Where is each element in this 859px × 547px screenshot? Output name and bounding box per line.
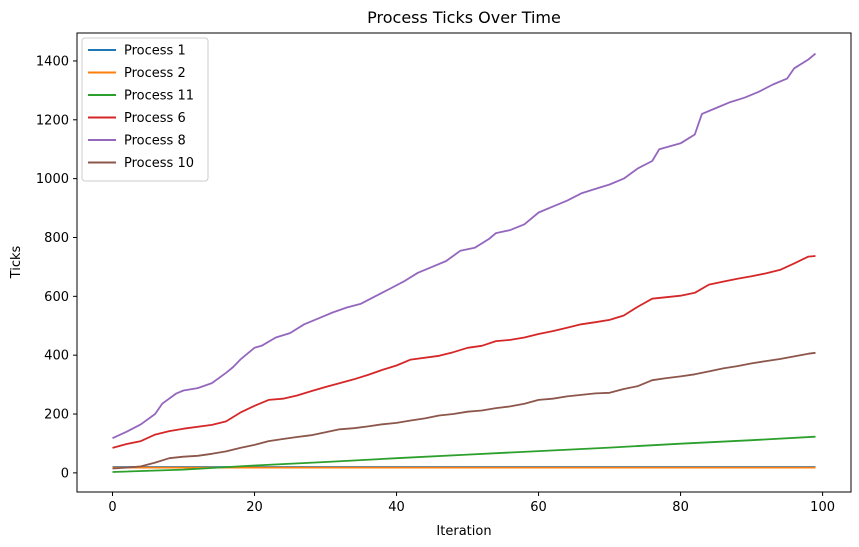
x-axis-title: Iteration: [436, 524, 491, 539]
legend-label: Process 6: [124, 111, 186, 126]
y-tick-label: 1000: [36, 172, 69, 187]
series-line-4: [112, 52, 817, 440]
y-tick-label: 600: [44, 290, 69, 305]
y-tick-label: 0: [61, 466, 69, 481]
x-tick-label: 20: [246, 500, 263, 515]
legend: Process 1 Process 2 Process 11 Process 6 Pro…: [81, 37, 209, 182]
legend-label: Process 1: [124, 44, 186, 59]
legend-label: Process 2: [124, 66, 186, 81]
x-tick-label: 0: [108, 500, 116, 515]
legend-box: [81, 37, 209, 182]
legend-label: Process 8: [124, 134, 186, 149]
series-line-3: [112, 255, 816, 449]
series-line-5: [112, 351, 816, 470]
x-tick-label: 60: [530, 500, 547, 515]
y-tick-label: 400: [44, 349, 69, 364]
legend-label: Process 10: [124, 156, 194, 171]
y-tick-label: 800: [44, 231, 69, 246]
y-tick-label: 1200: [36, 113, 69, 128]
x-tick-label: 100: [810, 500, 835, 515]
series-line-2: [112, 435, 816, 473]
y-tick-label: 200: [44, 408, 69, 423]
plot-frame: [76, 32, 852, 493]
x-tick-label: 40: [388, 500, 405, 515]
y-axis: 0 200 400 600 800 1000 1200 1400: [36, 54, 77, 481]
x-tick-label: 80: [672, 500, 689, 515]
y-tick-label: 1400: [36, 54, 69, 69]
chart-title: Process Ticks Over Time: [367, 8, 561, 27]
legend-label: Process 11: [124, 89, 194, 104]
x-axis: 0 20 40 60 80 100: [108, 492, 835, 515]
y-axis-title: Ticks: [9, 245, 24, 279]
plot-lines: [112, 52, 817, 473]
